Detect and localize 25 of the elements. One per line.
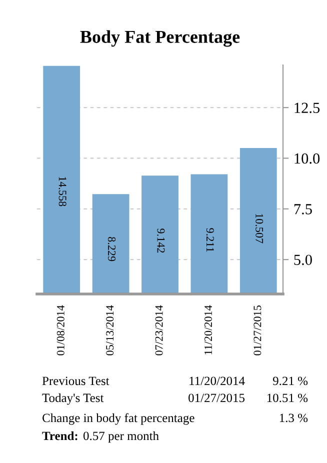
text: 11/20/2014 — [190, 376, 245, 386]
x-tick-label: 11/20/2014 — [204, 305, 212, 354]
x-tick-label: 05/13/2014 — [106, 305, 114, 356]
y-tick-label: 10.0 — [294, 153, 320, 164]
x-tick-label: 01/08/2014 — [56, 305, 64, 356]
text: Today's Test — [42, 393, 104, 405]
text: 1.3 % — [280, 414, 308, 422]
text: 0.57 per month — [83, 431, 159, 443]
y-tick-label: 12.5 — [294, 102, 320, 114]
data-label: 9.211 — [206, 228, 214, 252]
y-tick-label: 7.5 — [294, 204, 312, 214]
chart-title: Body Fat Percentage — [80, 30, 240, 47]
text: 10.51 % — [267, 394, 308, 402]
x-tick-label: 01/27/2015 — [254, 306, 262, 356]
y-tick-label: 5.0 — [294, 254, 312, 266]
text: Change in body fat percentage — [42, 413, 194, 425]
text: 01/27/2015 — [188, 394, 245, 402]
text: 9.21 % — [272, 376, 308, 386]
data-label: 8.229 — [108, 236, 116, 262]
data-label: 14.558 — [58, 177, 66, 206]
data-label: 10.507 — [256, 214, 264, 244]
x-tick-label: 07/23/2014 — [155, 305, 163, 356]
text: Trend: — [42, 431, 78, 440]
text: Previous Test — [42, 376, 110, 386]
data-label: 9.142 — [157, 228, 165, 253]
